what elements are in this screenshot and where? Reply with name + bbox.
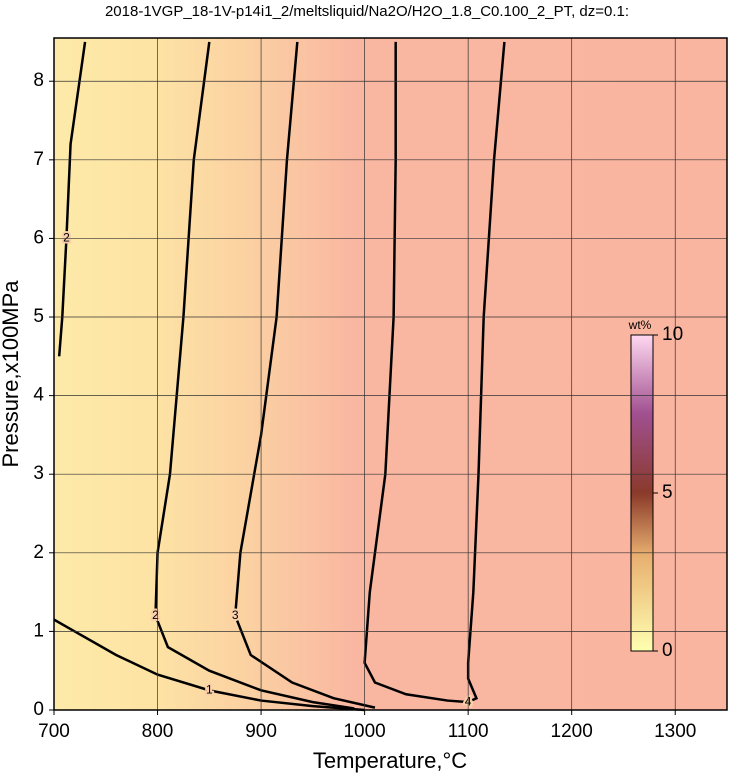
contour-label: 3 [232, 608, 239, 622]
y-tick-label: 6 [33, 227, 44, 248]
contour-line [154, 41, 355, 710]
colorbar-label: wt% [628, 318, 652, 332]
x-tick-label: 1000 [343, 721, 385, 742]
y-tick-label: 7 [33, 149, 44, 170]
y-tick-label: 0 [33, 699, 44, 720]
x-axis-label: Temperature,°C [313, 748, 467, 773]
x-tick-label: 1100 [448, 721, 489, 742]
y-axis-label: Pressure,x100MPa [0, 280, 23, 468]
x-tick-label: 900 [245, 721, 277, 742]
contour-label: 1 [206, 683, 213, 697]
y-tick-label: 3 [33, 463, 44, 484]
contour-label: 2 [63, 231, 70, 245]
contour-line [363, 41, 506, 704]
plot-frame [53, 37, 728, 711]
colorbar-tick-label: 5 [662, 482, 673, 503]
x-tick-label: 800 [142, 721, 174, 742]
colorbar-tick-label: 10 [662, 324, 683, 345]
colorbar-tick-label: 0 [662, 640, 673, 661]
contour-label: 2 [152, 608, 159, 622]
y-tick-label: 4 [33, 385, 44, 406]
chart-title: 2018-1VGP_18-1V-p14i1_2/meltsliquid/Na2O… [105, 3, 629, 20]
colorbar [630, 334, 654, 652]
x-tick-label: 1200 [551, 721, 593, 742]
contour-line [53, 618, 365, 712]
y-tick-label: 8 [33, 70, 44, 91]
y-tick-label: 1 [33, 620, 44, 641]
y-tick-label: 2 [33, 542, 44, 563]
x-tick-label: 700 [38, 721, 70, 742]
x-tick-label: 1300 [654, 721, 696, 742]
y-tick-label: 5 [33, 306, 44, 327]
